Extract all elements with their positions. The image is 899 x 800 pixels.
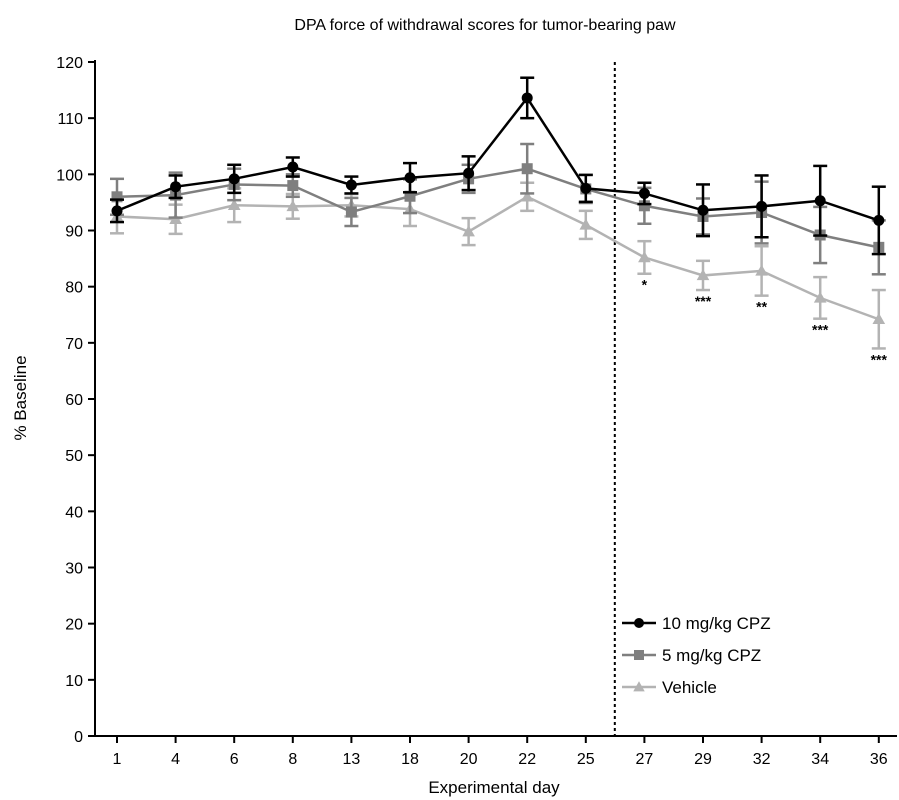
y-tick-label: 60: [65, 392, 83, 409]
x-tick-label: 34: [811, 751, 829, 768]
data-point: [111, 205, 123, 217]
series-line: [116, 167, 880, 249]
data-point: [521, 163, 533, 175]
y-tick-label: 90: [65, 224, 83, 241]
x-tick-label: 18: [401, 751, 419, 768]
data-point: [462, 225, 475, 237]
legend-label: 5 mg/kg CPZ: [662, 646, 761, 665]
x-tick-label: 32: [753, 751, 771, 768]
data-point: [345, 206, 357, 218]
legend: 10 mg/kg CPZ 5 mg/kg CPZ Vehicle: [622, 614, 771, 697]
data-point: [872, 312, 886, 324]
significance-label: *: [642, 277, 648, 293]
legend-item: 10 mg/kg CPZ: [622, 614, 771, 633]
y-tick-label: 40: [65, 504, 83, 521]
x-tick-label: 36: [870, 751, 888, 768]
data-point: [579, 218, 593, 230]
data-point: [170, 181, 182, 193]
x-tick-label: 27: [636, 751, 654, 768]
legend-marker: [634, 618, 644, 628]
data-point: [814, 195, 826, 207]
data-point: [286, 200, 300, 212]
y-tick-label: 20: [65, 617, 83, 634]
x-tick-label: 20: [460, 751, 478, 768]
data-point: [580, 182, 592, 194]
series-vehicle: [110, 181, 886, 350]
y-axis-title: % Baseline: [11, 355, 30, 440]
x-tick-label: 6: [230, 751, 239, 768]
series-line: [116, 95, 880, 222]
significance-label: ***: [695, 293, 712, 309]
y-tick-label: 30: [65, 561, 83, 578]
x-tick-label: 4: [171, 751, 180, 768]
data-point: [287, 161, 299, 173]
y-tick-label: 50: [65, 448, 83, 465]
significance-label: ***: [871, 351, 888, 367]
data-point: [227, 198, 241, 210]
data-point: [638, 187, 650, 199]
x-axis-title: Experimental day: [428, 778, 560, 797]
annotation-layer: **** ********: [642, 277, 888, 368]
x-tick-label: 13: [343, 751, 361, 768]
data-point: [813, 291, 827, 303]
x-tick-label: 29: [694, 751, 712, 768]
legend-item: 5 mg/kg CPZ: [622, 646, 761, 665]
data-point: [287, 180, 299, 192]
y-tick-label: 0: [74, 729, 83, 746]
data-point: [638, 200, 650, 212]
chart-title: DPA force of withdrawal scores for tumor…: [294, 17, 676, 34]
legend-label: 10 mg/kg CPZ: [662, 614, 771, 633]
data-point: [404, 190, 416, 202]
data-point: [873, 214, 885, 226]
data-point: [755, 264, 768, 276]
y-tick-label: 80: [65, 280, 83, 297]
data-point: [521, 92, 533, 104]
legend-marker: [634, 650, 644, 660]
significance-label: ***: [812, 322, 829, 338]
legend-marker: [633, 681, 645, 692]
data-point: [111, 191, 123, 203]
series-5-mg-kg-cpz: [110, 142, 886, 276]
x-tick-label: 8: [288, 751, 297, 768]
y-tick-label: 100: [56, 167, 83, 184]
data-point: [404, 172, 416, 184]
data-point: [697, 204, 709, 216]
data-point: [638, 251, 651, 263]
axes: 0 10 20 30 40 50 60 70 80 90 100 110 120 1 4 6 8 13 18 20 22…: [56, 55, 897, 768]
data-point: [520, 190, 534, 202]
x-tick-label: 25: [577, 751, 595, 768]
data-point: [696, 269, 710, 281]
data-point: [345, 179, 357, 191]
legend-item: Vehicle: [622, 678, 717, 697]
data-point: [228, 173, 240, 185]
legend-label: Vehicle: [662, 678, 717, 697]
series-10-mg-kg-cpz: [110, 76, 886, 256]
y-tick-label: 110: [57, 111, 83, 128]
y-tick-label: 120: [56, 55, 83, 72]
significance-label: **: [756, 299, 767, 315]
series-layer: [110, 76, 886, 350]
data-point: [463, 167, 475, 179]
y-tick-label: 10: [65, 673, 83, 690]
data-point: [756, 200, 768, 212]
x-tick-label: 22: [518, 751, 536, 768]
y-tick-label: 70: [65, 336, 83, 353]
x-tick-label: 1: [113, 751, 122, 768]
series-line: [116, 195, 880, 321]
